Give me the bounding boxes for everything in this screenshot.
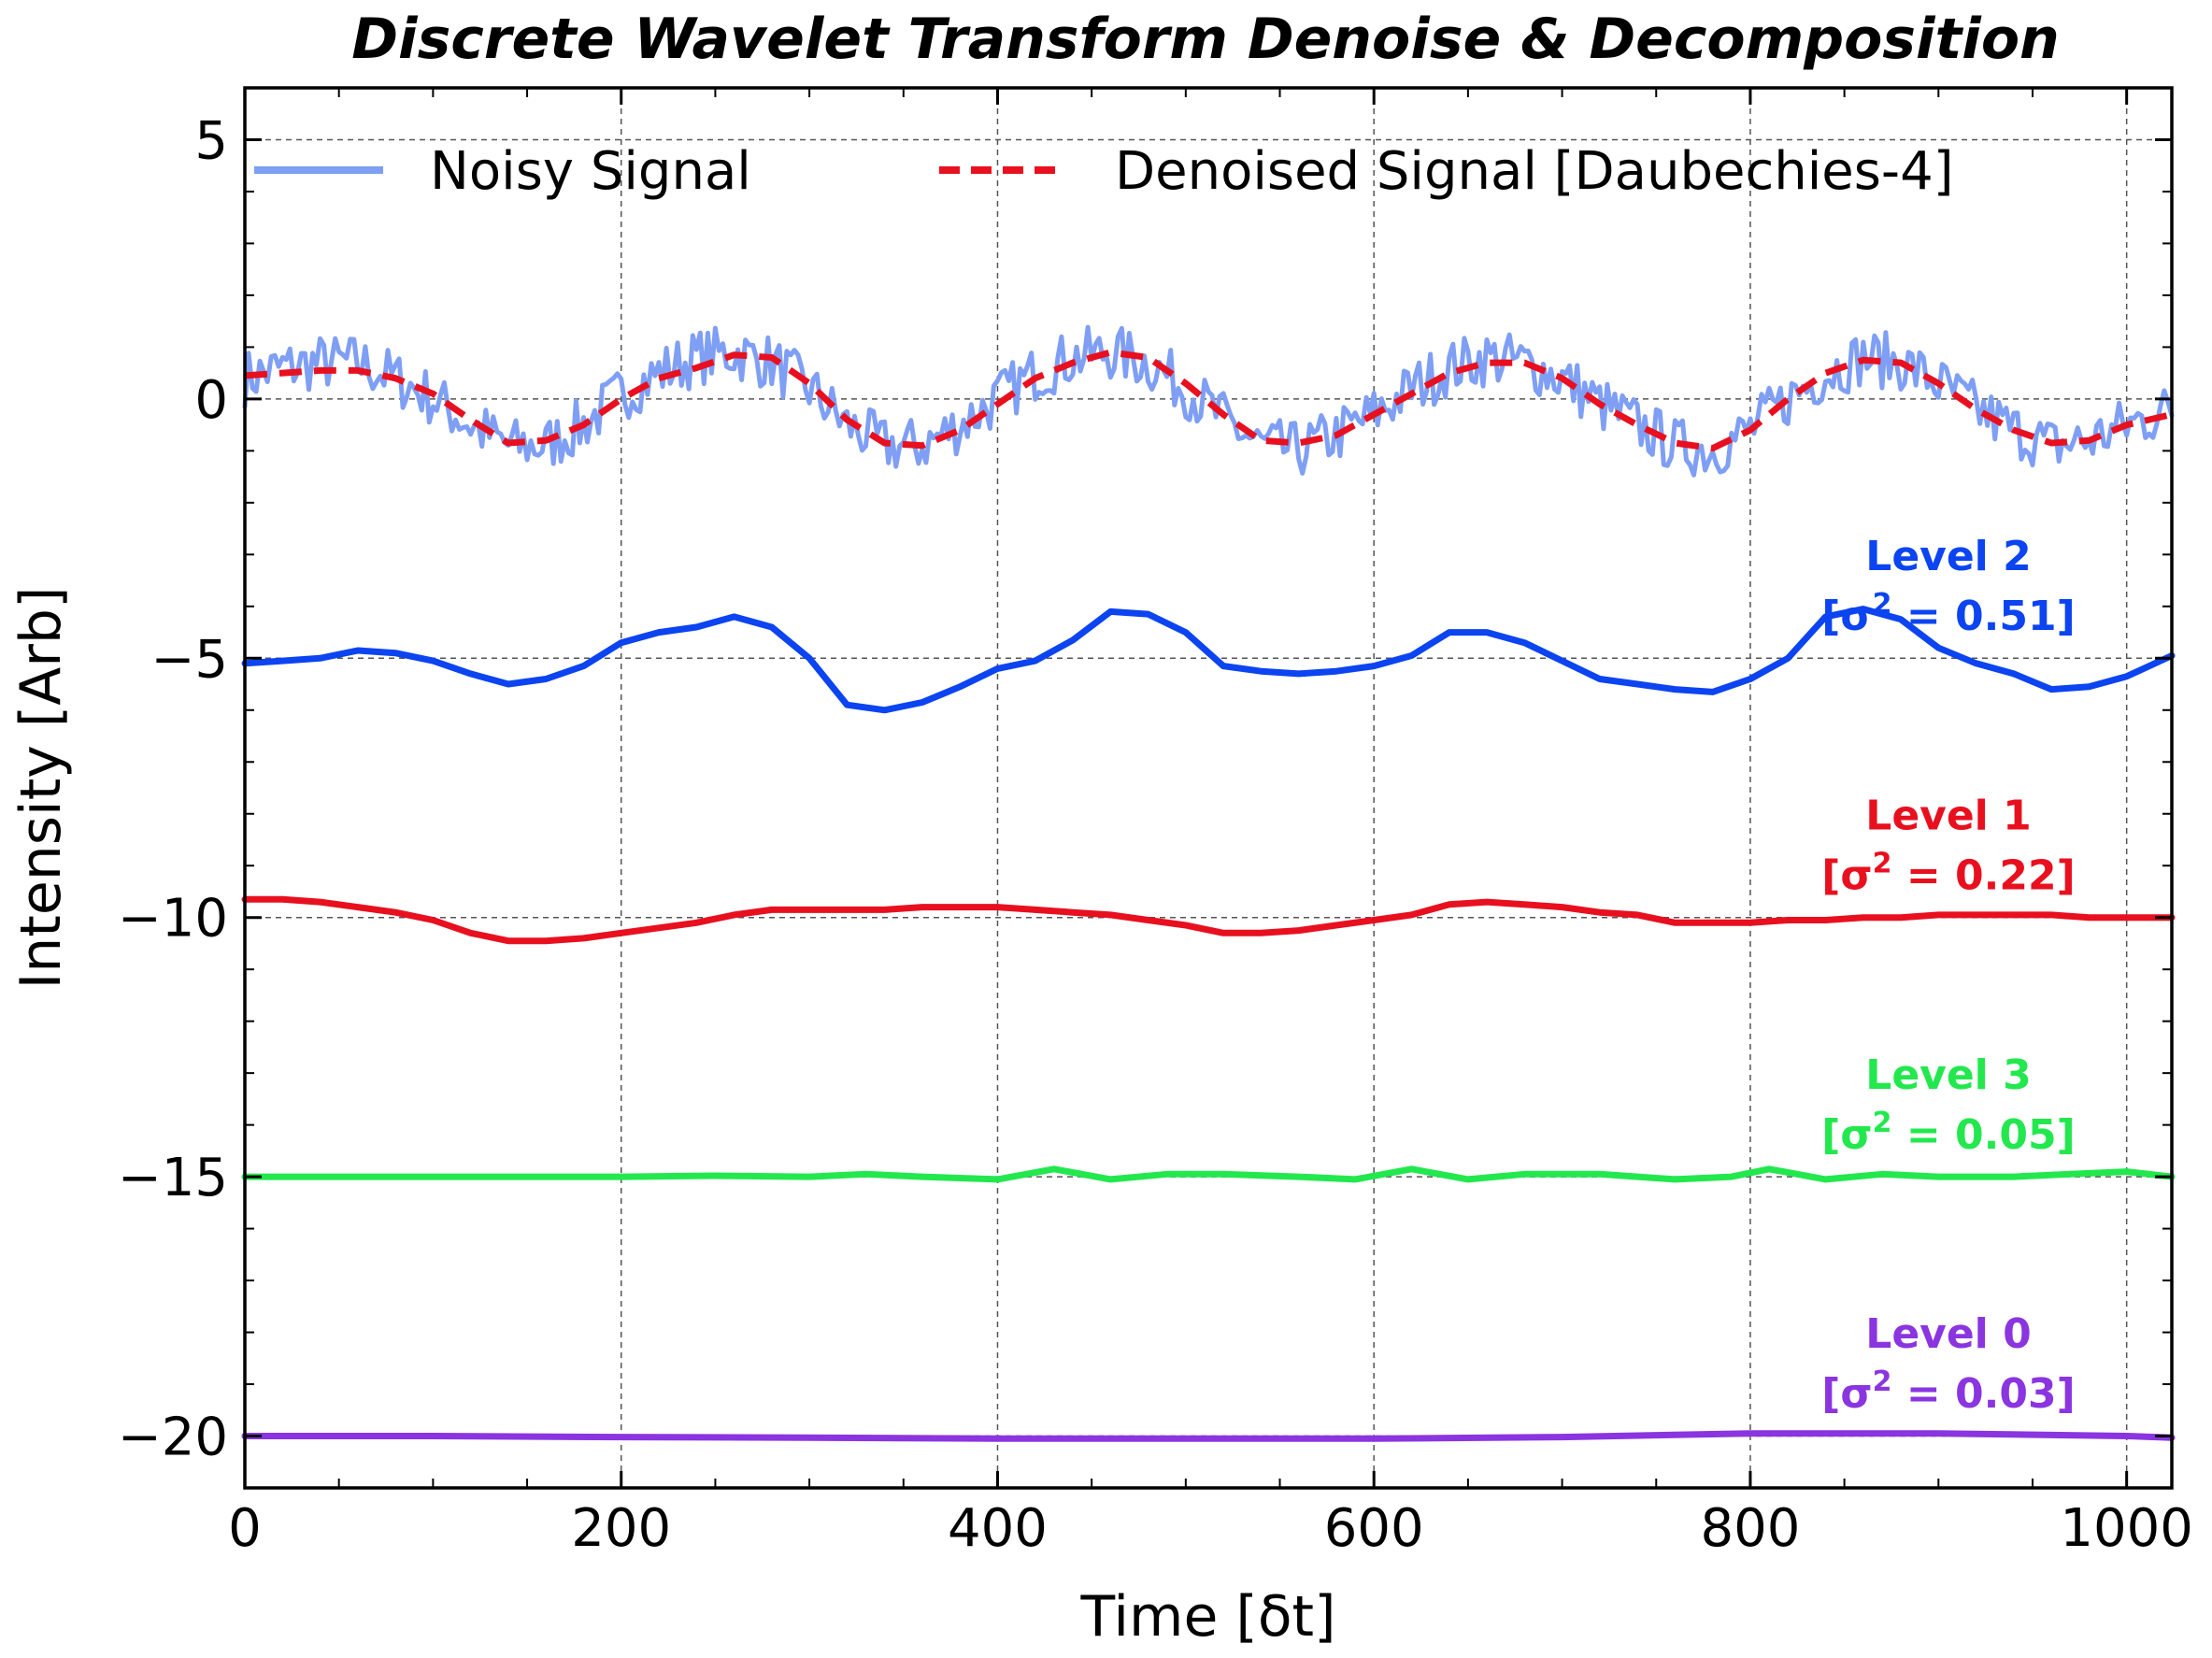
series-line-denoised-signal-daubechies-4 (244, 349, 2173, 452)
annotations-layer: Level 2 [σ2 = 0.51] Level 1 [σ2 = 0.22] Leve… (1821, 533, 2075, 1418)
x-tick-label: 400 (948, 1498, 1048, 1559)
x-tick-label: 600 (1324, 1498, 1424, 1559)
annotation-level-3-title: Level 3 (1865, 1051, 2031, 1099)
annotation-level-0-variance: [σ2 = 0.03] (1821, 1365, 2075, 1418)
grid (244, 88, 2172, 1488)
y-tick-label: −15 (118, 1148, 228, 1208)
annotation-level-1-title: Level 1 (1865, 792, 2031, 839)
series-line-level-0 (241, 1430, 2176, 1442)
series-line-level-1 (241, 895, 2176, 945)
series-line-level-3 (241, 1165, 2176, 1183)
series-line-noisy-signal (242, 324, 2175, 478)
legend-label-noisy: Noisy Signal (430, 141, 751, 202)
series-layer (241, 324, 2176, 1442)
y-tick-label: −5 (150, 629, 228, 690)
x-tick-label: 800 (1700, 1498, 1800, 1559)
x-axis-label: Time [δt] (1080, 1584, 1336, 1650)
series-line-level-2 (241, 606, 2176, 714)
y-tick-label: −10 (118, 889, 228, 950)
x-tick-label: 200 (571, 1498, 671, 1559)
y-tick-label: 0 (194, 370, 228, 431)
annotation-level-1-variance: [σ2 = 0.22] (1821, 847, 2075, 899)
annotation-level-0-title: Level 0 (1865, 1310, 2031, 1358)
legend-label-denoised: Denoised Signal [Daubechies-4] (1115, 141, 1954, 202)
annotation-level-2-variance: [σ2 = 0.51] (1821, 588, 2075, 640)
plot-frame (243, 86, 2174, 1490)
x-tick-label: 0 (228, 1498, 262, 1559)
chart-title: Discrete Wavelet Transform Denoise & Dec… (351, 7, 2060, 72)
y-tick-label: −20 (118, 1408, 228, 1468)
y-axis-label: Intensity [Arb] (8, 587, 74, 990)
y-tick-label: 5 (194, 110, 228, 171)
ticks-layer: 0 200 400 600 800 1000 5 0 −5 −10 −15 −20 (118, 87, 2193, 1559)
legend: Noisy Signal Denoised Signal [Daubechies… (254, 141, 1954, 202)
annotation-level-2-title: Level 2 (1865, 533, 2031, 580)
annotation-level-3-variance: [σ2 = 0.05] (1821, 1107, 2075, 1159)
x-tick-label: 1000 (2060, 1498, 2193, 1559)
